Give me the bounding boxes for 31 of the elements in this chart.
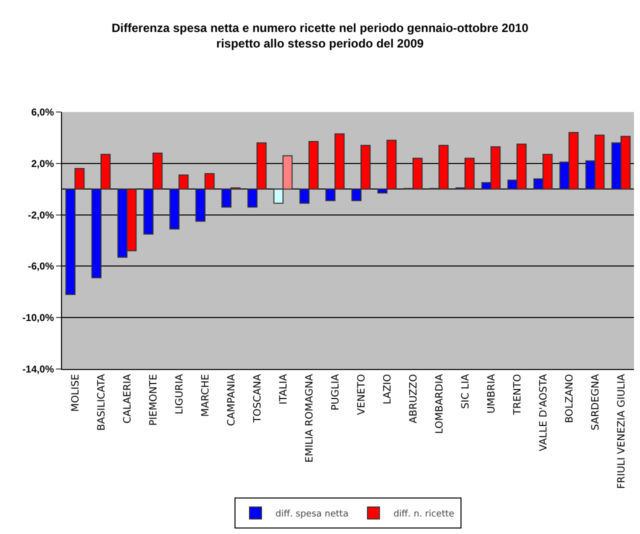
legend-label: diff. spesa netta <box>276 510 348 520</box>
x-tick-label: LAZIO <box>382 374 394 404</box>
x-tick-label: VENETO <box>356 374 368 415</box>
x-tick-label: UMBRIA <box>486 374 498 414</box>
legend-label: diff. n. ricette <box>393 510 455 520</box>
x-tick-label: EMILIA ROMAGNA <box>304 374 316 463</box>
x-tick-label: PIEMONTE <box>148 374 160 426</box>
x-tick-label: CAMPANIA <box>226 374 238 426</box>
x-tick-label: ITALIA <box>278 374 290 404</box>
chart-title: Differenza spesa netta e numero ricette nel periodo gennaio-ottobre 2010 rispetto allo stesso periodo del 2009 <box>112 21 529 51</box>
y-tick-label: -2,0% <box>28 210 54 222</box>
x-tick-label: VALLE D'AOSTA <box>538 374 550 452</box>
y-tick-label: -6,0% <box>28 262 54 273</box>
x-tick-label: PUGLIA <box>330 374 342 410</box>
x-tick-label: FRIULI VENEZIA GIULIA <box>616 374 628 489</box>
x-tick-label: LIGURIA <box>174 374 186 414</box>
x-tick-label: MARCHE <box>200 374 212 417</box>
x-tick-label: BOLZANO <box>564 374 576 424</box>
x-tick-label: SARDEGNA <box>590 374 602 430</box>
y-tick-label: -10,0% <box>22 313 54 324</box>
y-tick-label: 6,0% <box>31 108 54 118</box>
x-tick-label: ABRUZZO <box>408 374 420 424</box>
x-tick-label: LOMBARDIA <box>434 374 446 434</box>
x-tick-label: TRENTO <box>512 374 524 416</box>
x-tick-label: MOLISE <box>70 374 82 412</box>
y-tick-label: -14,0% <box>22 364 54 376</box>
x-tick-label: CALAERIA <box>122 374 134 424</box>
x-tick-label: TOSCANA <box>252 374 264 424</box>
x-tick-label: BASILICATA <box>96 374 108 431</box>
y-tick-label: 2,0% <box>31 158 54 170</box>
x-tick-label: SIC LIA <box>460 374 472 409</box>
